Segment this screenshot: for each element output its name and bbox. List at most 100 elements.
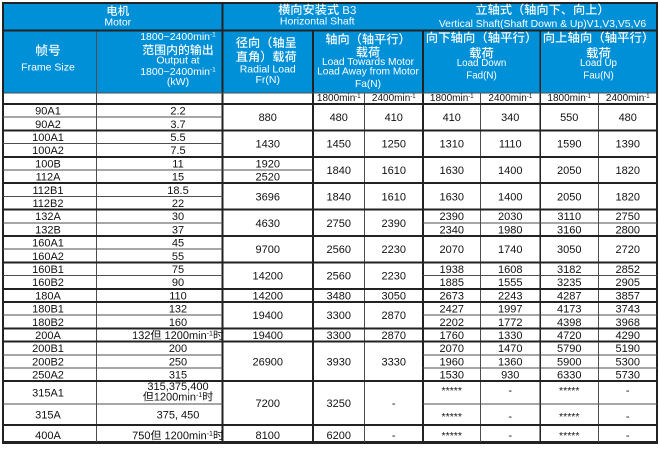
svg-text:2427: 2427	[440, 304, 464, 316]
svg-text:4630: 4630	[256, 218, 280, 230]
svg-text:14200: 14200	[252, 290, 283, 302]
svg-text:200: 200	[169, 343, 187, 355]
svg-text:8100: 8100	[256, 430, 280, 442]
svg-text:2070: 2070	[440, 244, 464, 256]
svg-text:2340: 2340	[440, 224, 464, 236]
svg-text:1250: 1250	[382, 139, 406, 151]
svg-text:3930: 3930	[327, 356, 351, 368]
svg-text:2870: 2870	[382, 310, 406, 322]
svg-text:37: 37	[172, 224, 184, 236]
svg-text:112B2: 112B2	[33, 198, 64, 210]
svg-text:2050: 2050	[557, 165, 581, 177]
svg-text:2560: 2560	[327, 271, 351, 283]
svg-text:4287: 4287	[557, 290, 581, 302]
svg-text:340: 340	[501, 112, 519, 124]
svg-text:160: 160	[169, 317, 187, 329]
svg-text:315A: 315A	[35, 410, 61, 422]
svg-text:410: 410	[443, 112, 461, 124]
svg-text:90A1: 90A1	[35, 106, 61, 118]
svg-text:3968: 3968	[616, 317, 640, 329]
svg-text:19400: 19400	[252, 310, 283, 322]
svg-text:2520: 2520	[256, 172, 280, 184]
svg-text:200B2: 200B2	[32, 356, 64, 368]
svg-text:*****: *****	[559, 430, 579, 442]
svg-text:3110: 3110	[557, 211, 581, 223]
svg-text:1330: 1330	[498, 330, 522, 342]
svg-text:1360: 1360	[498, 356, 522, 368]
svg-text:6330: 6330	[557, 370, 581, 382]
svg-text:2560: 2560	[327, 244, 351, 256]
svg-text:-: -	[626, 430, 630, 442]
svg-text:-: -	[508, 385, 512, 397]
svg-text:1630: 1630	[440, 165, 464, 177]
svg-text:Fr(N): Fr(N)	[256, 74, 281, 86]
svg-text:132A: 132A	[35, 211, 61, 223]
svg-text:18.5: 18.5	[167, 185, 188, 197]
svg-text:1938: 1938	[440, 264, 464, 276]
svg-text:5790: 5790	[557, 343, 581, 355]
svg-text:180B1: 180B1	[32, 304, 64, 316]
svg-text:410: 410	[385, 112, 403, 124]
svg-text:3743: 3743	[616, 304, 640, 316]
svg-text:1630: 1630	[440, 191, 464, 203]
svg-text:100A1: 100A1	[32, 132, 64, 144]
svg-text:45: 45	[172, 238, 184, 250]
svg-text:5190: 5190	[616, 343, 640, 355]
svg-text:1470: 1470	[498, 343, 522, 355]
svg-text:3480: 3480	[327, 290, 351, 302]
svg-text:2905: 2905	[616, 277, 640, 289]
svg-text:3300: 3300	[327, 310, 351, 322]
svg-text:110: 110	[169, 290, 187, 302]
svg-text:Output at: Output at	[156, 55, 199, 67]
svg-text:2230: 2230	[382, 244, 406, 256]
svg-text:-: -	[392, 398, 396, 410]
svg-text:1390: 1390	[616, 139, 640, 151]
svg-text:Load Towards Motor: Load Towards Motor	[322, 57, 415, 68]
svg-text:3050: 3050	[557, 244, 581, 256]
svg-text:2030: 2030	[498, 211, 522, 223]
svg-text:930: 930	[501, 370, 519, 382]
svg-text:200B1: 200B1	[32, 343, 64, 355]
svg-text:2673: 2673	[440, 290, 464, 302]
svg-text:1610: 1610	[382, 165, 406, 177]
svg-text:2050: 2050	[557, 191, 581, 203]
svg-text:180A: 180A	[35, 290, 61, 302]
svg-text:880: 880	[259, 112, 277, 124]
svg-text:3235: 3235	[557, 277, 581, 289]
svg-text:112B1: 112B1	[33, 185, 64, 197]
svg-text:4173: 4173	[557, 304, 581, 316]
svg-text:2.2: 2.2	[170, 106, 185, 118]
svg-text:3857: 3857	[616, 290, 640, 302]
svg-text:90A2: 90A2	[35, 119, 61, 131]
svg-text:55: 55	[172, 251, 184, 263]
svg-text:Load Up: Load Up	[580, 58, 618, 69]
svg-text:-: -	[626, 385, 630, 397]
svg-text:2390: 2390	[440, 211, 464, 223]
svg-text:112A: 112A	[36, 172, 62, 184]
svg-text:Motor: Motor	[104, 17, 131, 29]
svg-text:30: 30	[172, 211, 184, 223]
svg-text:1920: 1920	[256, 158, 280, 170]
svg-text:1740: 1740	[498, 244, 522, 256]
svg-text:2230: 2230	[382, 271, 406, 283]
svg-text:1980: 1980	[498, 224, 522, 236]
svg-text:1400: 1400	[498, 191, 522, 203]
svg-text:1430: 1430	[256, 139, 280, 151]
svg-text:1800~2400min-1: 1800~2400min-1	[140, 66, 216, 78]
svg-text:6200: 6200	[327, 430, 351, 442]
svg-text:1608: 1608	[498, 264, 522, 276]
svg-text:Frame Size: Frame Size	[21, 62, 75, 74]
svg-text:-: -	[508, 411, 512, 423]
svg-text:480: 480	[619, 112, 637, 124]
svg-text:11: 11	[172, 158, 183, 170]
svg-text:200A: 200A	[35, 330, 61, 342]
svg-text:1840: 1840	[327, 191, 351, 203]
svg-text:1800min-1: 1800min-1	[317, 93, 361, 104]
svg-text:2400min-1: 2400min-1	[372, 93, 416, 104]
svg-text:5900: 5900	[557, 356, 581, 368]
svg-text:315A1: 315A1	[32, 388, 64, 400]
svg-text:26900: 26900	[252, 356, 283, 368]
svg-text:19400: 19400	[252, 330, 283, 342]
svg-text:2852: 2852	[616, 264, 640, 276]
svg-text:Load Away from Motor: Load Away from Motor	[317, 67, 419, 78]
